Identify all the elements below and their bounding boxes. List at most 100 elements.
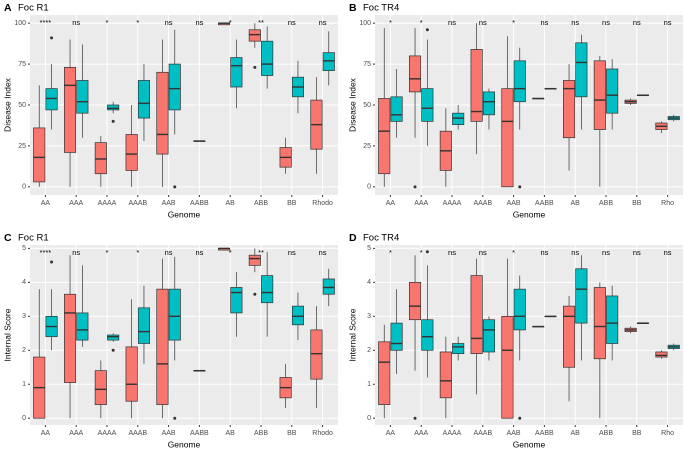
y-tick-label: 25: [18, 143, 26, 150]
y-axis-label: Disease Index: [2, 77, 12, 132]
outlier: [50, 36, 54, 40]
box: [513, 60, 526, 103]
box: [137, 80, 151, 119]
y-axis-label: Disease Index: [347, 77, 357, 132]
box: [452, 112, 465, 125]
box: [501, 315, 514, 419]
x-tick-label: AAAB: [128, 430, 147, 437]
box: [421, 88, 434, 122]
box: [439, 351, 452, 399]
x-tick-label: AAA: [69, 200, 83, 207]
x-tick-label: AABB: [535, 200, 554, 207]
significance-label: ns: [448, 248, 456, 257]
x-tick-label: AAAB: [473, 430, 492, 437]
x-tick-label: AA: [386, 430, 396, 437]
box: [606, 68, 619, 114]
significance-label: ns: [664, 18, 672, 27]
box: [378, 98, 391, 175]
x-tick-label: AA: [386, 200, 396, 207]
x-tick-label: AA: [41, 200, 51, 207]
y-tick-label: 2: [367, 347, 371, 354]
box: [137, 307, 151, 344]
significance-label: ns: [633, 248, 641, 257]
y-tick-label: 3: [367, 313, 371, 320]
x-tick-label: Rho: [661, 430, 674, 437]
box: [248, 254, 261, 266]
y-tick-label: 50: [363, 102, 371, 109]
box: [513, 288, 526, 331]
box: [452, 343, 465, 355]
x-tick-label: AB: [571, 430, 581, 437]
box: [230, 287, 243, 314]
x-tick-label: Rhodo: [312, 430, 333, 437]
panel-title: Foc TR4: [363, 233, 399, 244]
box: [310, 329, 323, 380]
significance-label: ns: [72, 248, 80, 257]
significance-label: *: [136, 18, 139, 27]
outlier: [111, 119, 115, 123]
x-tick-label: AABB: [190, 430, 209, 437]
significance-label: ns: [165, 248, 173, 257]
y-tick-label: 3: [22, 313, 26, 320]
box: [261, 40, 274, 76]
x-tick-label: BB: [632, 200, 642, 207]
significance-label: ns: [319, 248, 327, 257]
panel-letter: A: [4, 2, 12, 14]
x-tick-label: AA: [41, 430, 51, 437]
y-tick-label: 0: [367, 415, 371, 422]
box: [390, 322, 403, 351]
x-tick-label: AAAA: [98, 200, 117, 207]
panel-letter: B: [349, 2, 357, 14]
box: [107, 334, 120, 341]
box: [593, 287, 606, 360]
x-tick-label: AAB: [507, 200, 521, 207]
x-tick-label: ABB: [599, 430, 613, 437]
significance-label: ****: [40, 248, 52, 257]
y-tick-label: 5: [367, 245, 371, 252]
significance-label: *: [229, 248, 232, 257]
x-tick-label: AAA: [414, 430, 428, 437]
significance-label: ns: [664, 248, 672, 257]
significance-label: ns: [571, 18, 579, 27]
box: [168, 63, 181, 111]
box: [378, 341, 391, 405]
panel-letter: C: [4, 232, 12, 244]
box: [33, 127, 46, 183]
significance-label: ns: [479, 18, 487, 27]
y-tick-label: 0: [367, 184, 371, 191]
significance-label: *: [512, 248, 515, 257]
x-tick-label: AB: [226, 200, 236, 207]
box: [562, 80, 576, 139]
box: [261, 275, 274, 304]
x-tick-label: AAAA: [98, 430, 117, 437]
x-tick-label: AAAA: [443, 200, 462, 207]
box: [45, 88, 58, 111]
significance-label: ns: [448, 18, 456, 27]
y-axis-label: Internal Score: [2, 308, 12, 361]
box: [482, 91, 496, 116]
panel-title: Foc TR4: [363, 3, 399, 14]
box: [107, 104, 120, 111]
x-tick-label: ABB: [254, 430, 268, 437]
significance-label: ns: [479, 248, 487, 257]
box: [230, 57, 243, 88]
x-tick-label: Rho: [661, 200, 674, 207]
outlier: [253, 292, 257, 296]
box: [168, 288, 181, 341]
x-tick-label: AB: [226, 430, 236, 437]
box: [63, 67, 77, 153]
box: [408, 282, 422, 321]
significance-label: ns: [633, 18, 641, 27]
box: [76, 80, 89, 114]
significance-label: ns: [602, 248, 610, 257]
box: [470, 49, 483, 122]
x-tick-label: AAAA: [443, 430, 462, 437]
panel-title: Foc R1: [18, 233, 49, 244]
x-tick-label: AAB: [162, 430, 176, 437]
x-tick-label: ABB: [254, 200, 268, 207]
x-tick-label: AAB: [162, 200, 176, 207]
box: [606, 295, 619, 344]
significance-label: ns: [165, 18, 173, 27]
significance-label: *: [420, 248, 423, 257]
significance-label: ****: [40, 18, 52, 27]
